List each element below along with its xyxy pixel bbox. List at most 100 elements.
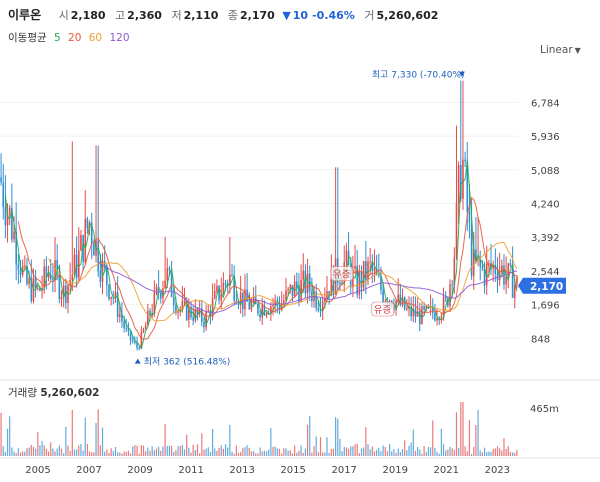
candle-body (86, 218, 89, 228)
candle-body (259, 313, 261, 318)
scale-selector[interactable]: Linear ▼ (540, 44, 581, 56)
volume-bar (496, 446, 499, 456)
candle-body (155, 286, 158, 292)
volume-bar (140, 445, 142, 456)
volume-bar (17, 448, 19, 456)
volume-bar (166, 445, 168, 456)
candle-body (293, 281, 296, 297)
candle-body (427, 306, 430, 308)
candle-body (99, 270, 102, 282)
volume-bar (88, 451, 91, 456)
year-tick-label: 2005 (25, 465, 50, 476)
volume-bar (425, 451, 427, 456)
volume-bar (345, 447, 348, 456)
candle-body (34, 278, 37, 288)
candle-body (97, 240, 100, 271)
volume-bar (363, 447, 365, 456)
candle-body (129, 331, 132, 341)
volume-bar (432, 420, 434, 456)
volume-bar (261, 451, 263, 456)
candle-body (298, 287, 300, 302)
scale-label: Linear (540, 44, 573, 56)
volume-bar (343, 446, 345, 456)
candle-body (274, 300, 276, 306)
volume-bar (153, 450, 155, 456)
volume-bar (455, 412, 458, 456)
volume-bar (408, 445, 410, 456)
volume-bar (399, 451, 401, 456)
volume-bar (6, 428, 9, 456)
candle-body (447, 298, 449, 306)
candle-body (108, 285, 110, 299)
candle-body (285, 290, 287, 301)
volume-bar (160, 450, 162, 456)
candle-body (172, 296, 175, 306)
max-marker-icon (458, 71, 465, 77)
candle-body (151, 313, 153, 316)
volume-bar (434, 447, 436, 456)
volume-bar (58, 445, 60, 456)
candle-body (220, 294, 223, 301)
candle-body (183, 300, 186, 302)
candle-body (106, 267, 108, 286)
moving-average-legend[interactable]: 이동평균 5 20 60 120 (8, 30, 134, 45)
volume-bar (158, 446, 160, 456)
candle-body (306, 273, 309, 294)
candle-body (507, 263, 510, 277)
candle-body (418, 311, 421, 325)
candle-body (365, 261, 367, 281)
candle-body (194, 308, 197, 321)
min-marker-icon (134, 358, 141, 364)
volume-bar (84, 417, 86, 456)
volume-bar (9, 416, 11, 456)
candle-body (302, 270, 305, 280)
chevron-down-icon: ▼ (574, 46, 581, 55)
price-tick-label: 5,088 (531, 166, 560, 177)
volume-bar (218, 448, 220, 456)
volume-bar (214, 448, 216, 456)
volume-bar (507, 446, 509, 456)
year-tick-label: 2023 (485, 465, 510, 476)
volume-bar (138, 453, 140, 456)
candle-body (213, 291, 216, 299)
candle-body (265, 313, 268, 316)
candle-body (416, 311, 419, 317)
volume-bar (222, 448, 224, 456)
candle-body (181, 300, 184, 310)
volume-bar (173, 451, 175, 456)
volume-bar (287, 450, 289, 456)
candle-body (289, 285, 292, 289)
volume-bar (224, 444, 227, 456)
volume-bar (123, 451, 125, 456)
volume-bar (95, 422, 97, 456)
candle-body (93, 243, 95, 256)
candle-body (166, 268, 169, 281)
candle-body (395, 300, 397, 311)
candle-body (505, 276, 507, 285)
volume-bar (380, 451, 382, 456)
candle-body (13, 231, 15, 240)
volume-bar (501, 450, 503, 456)
volume-bar (397, 448, 399, 456)
candle-body (261, 305, 264, 318)
volume-bar (330, 448, 332, 456)
event-label: 유증 (374, 305, 392, 316)
candle-body (371, 261, 374, 271)
volume-bar (35, 448, 37, 456)
volume-bar (108, 453, 110, 456)
volume-bar (322, 452, 324, 456)
candle-body (408, 306, 410, 309)
candle-body (451, 284, 453, 286)
event-badge (371, 301, 395, 317)
volume-bar (15, 453, 17, 456)
candle-body (127, 328, 130, 332)
candle-body (2, 182, 5, 208)
volume-bar (125, 451, 127, 456)
volume-panel-value: 5,260,602 (40, 387, 100, 399)
candle-body (15, 231, 17, 265)
volume-bar (110, 448, 112, 456)
volume-bar (28, 447, 30, 456)
candle-body (410, 306, 412, 317)
volume-bar (99, 445, 101, 456)
